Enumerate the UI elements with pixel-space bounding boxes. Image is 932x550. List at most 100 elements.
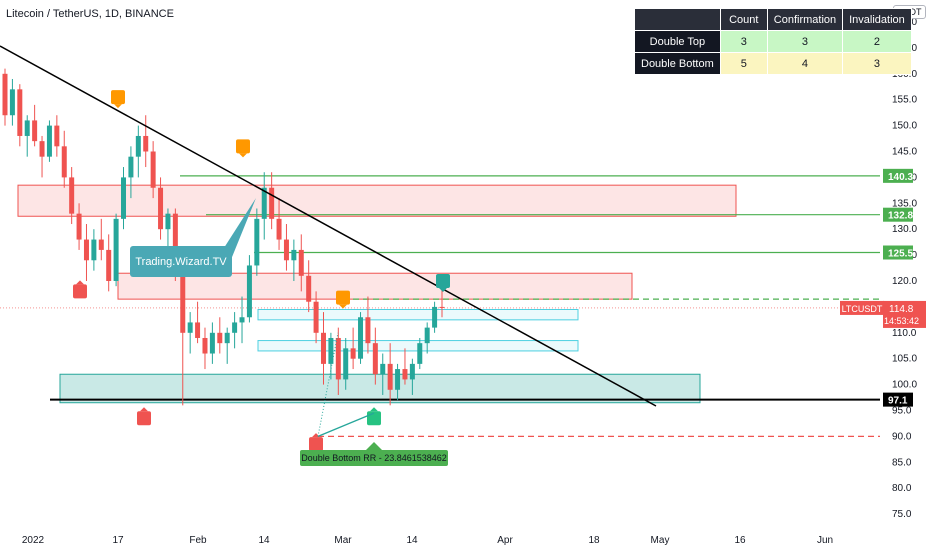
candle[interactable]: [417, 337, 423, 370]
candle-body: [17, 89, 23, 136]
candle[interactable]: [69, 167, 75, 225]
badge-text: 140.3: [888, 172, 913, 183]
candle[interactable]: [180, 260, 186, 406]
zone-red: [17, 184, 737, 217]
marker-pointer: [339, 304, 347, 309]
candle[interactable]: [343, 337, 349, 390]
candle[interactable]: [328, 332, 334, 380]
candle[interactable]: [9, 78, 15, 126]
bottom-marker-icon[interactable]: [137, 407, 151, 426]
candle[interactable]: [387, 343, 393, 406]
candle[interactable]: [83, 224, 89, 281]
candle[interactable]: [61, 130, 67, 188]
marker-box: [137, 411, 151, 426]
candle[interactable]: [380, 353, 386, 395]
candle[interactable]: [143, 115, 149, 168]
candle[interactable]: [128, 146, 134, 199]
candle[interactable]: [432, 301, 438, 333]
candle[interactable]: [313, 291, 319, 344]
candle[interactable]: [217, 317, 223, 354]
candle[interactable]: [246, 255, 252, 323]
bottom-marker-icon[interactable]: [73, 280, 87, 299]
candle-body: [135, 135, 141, 157]
candle-body: [343, 348, 349, 380]
candle[interactable]: [283, 224, 289, 271]
candle[interactable]: [202, 327, 208, 370]
candle[interactable]: [439, 286, 445, 318]
bottom-marker-icon[interactable]: [367, 407, 381, 426]
candle-body: [409, 363, 415, 380]
candle-body: [269, 187, 275, 219]
candle[interactable]: [276, 198, 282, 250]
candle[interactable]: [335, 327, 341, 395]
price-axis[interactable]: 170.0165.0160.0155.0150.0145.0140.0135.0…: [840, 17, 926, 520]
badge-text: 132.8: [888, 211, 913, 222]
candle[interactable]: [291, 239, 297, 281]
double-bottom-confirmation: 4: [766, 52, 844, 75]
candle-body: [358, 317, 364, 359]
candle[interactable]: [298, 234, 304, 292]
candle[interactable]: [106, 234, 112, 292]
candle[interactable]: [54, 115, 60, 157]
candle[interactable]: [158, 177, 164, 240]
candle-body: [180, 270, 186, 333]
candle[interactable]: [187, 312, 193, 354]
candle-body: [372, 343, 378, 375]
candle[interactable]: [365, 296, 371, 354]
symbol-title[interactable]: Litecoin / TetherUS, 1D, BINANCE: [6, 8, 174, 20]
candle[interactable]: [254, 208, 260, 276]
candle[interactable]: [402, 348, 408, 385]
candle-body: [32, 120, 38, 142]
candle[interactable]: [91, 229, 97, 271]
candle[interactable]: [24, 115, 30, 157]
marker-box: [309, 437, 323, 452]
candle[interactable]: [269, 172, 275, 230]
time-tick-label: 14: [406, 535, 418, 546]
candle[interactable]: [98, 218, 104, 261]
candle[interactable]: [232, 312, 238, 349]
candle[interactable]: [261, 172, 267, 240]
candle[interactable]: [372, 327, 378, 385]
candle[interactable]: [17, 84, 23, 147]
rr-box: [300, 450, 448, 466]
candle[interactable]: [209, 322, 215, 364]
candle[interactable]: [350, 327, 356, 370]
candle[interactable]: [239, 296, 245, 344]
candle[interactable]: [395, 363, 401, 401]
candle[interactable]: [358, 312, 364, 364]
candle[interactable]: [306, 260, 312, 313]
candle[interactable]: [224, 327, 230, 364]
candles-layer[interactable]: [2, 68, 445, 406]
candle-body: [61, 146, 67, 178]
watermark-callout[interactable]: Trading.Wizard.TV: [130, 198, 256, 277]
col-count: Count: [719, 8, 768, 31]
row-double-bottom: Double Bottom: [634, 52, 721, 75]
top-marker-icon[interactable]: [436, 274, 450, 292]
top-marker-icon[interactable]: [111, 90, 125, 109]
candle[interactable]: [2, 68, 8, 126]
price-tick-label: 85.0: [892, 457, 912, 468]
candle[interactable]: [150, 141, 156, 199]
candle[interactable]: [76, 203, 82, 250]
time-tick-label: 2022: [22, 535, 45, 546]
candle[interactable]: [409, 358, 415, 395]
candle-body: [232, 322, 238, 333]
badge-text: 125.5: [888, 249, 913, 260]
candle[interactable]: [424, 322, 430, 354]
top-marker-icon[interactable]: [236, 139, 250, 158]
watermark-text: Trading.Wizard.TV: [135, 256, 227, 268]
candle-body: [69, 177, 75, 214]
candle-body: [150, 151, 156, 188]
candle[interactable]: [39, 135, 45, 178]
candle[interactable]: [320, 312, 326, 385]
candle[interactable]: [32, 104, 38, 147]
level-badge: 97.1: [883, 392, 913, 407]
time-axis[interactable]: 2022 17 Feb 14 Mar 14 Apr 18 May 16 Jun: [22, 535, 833, 546]
candle[interactable]: [195, 301, 201, 344]
candle[interactable]: [135, 125, 141, 178]
candle[interactable]: [113, 213, 119, 287]
top-marker-icon[interactable]: [336, 290, 350, 309]
candle[interactable]: [46, 120, 52, 162]
candle[interactable]: [121, 167, 127, 230]
